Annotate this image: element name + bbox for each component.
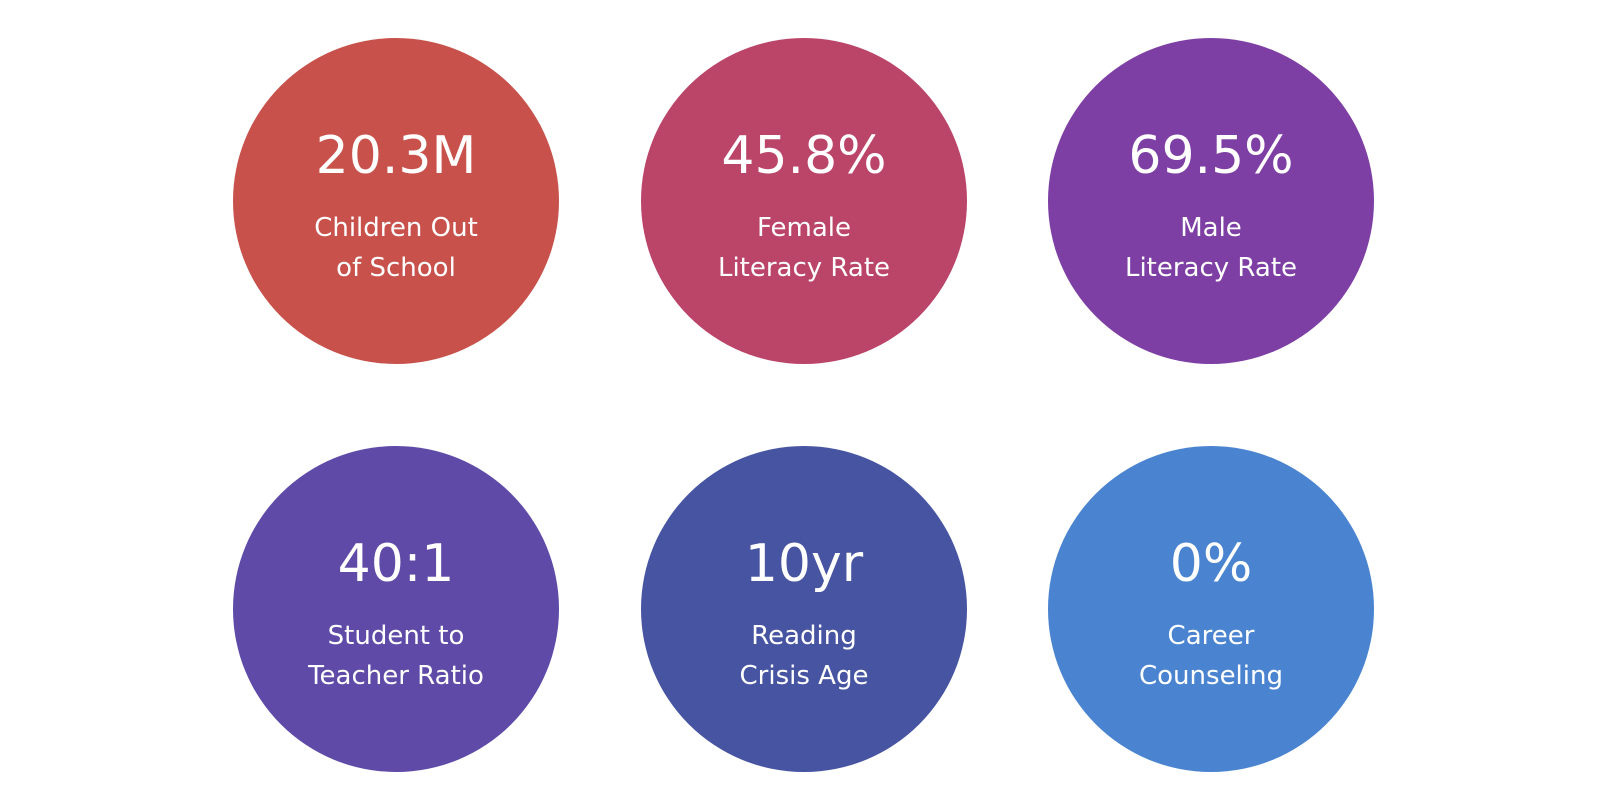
stat-label: Reading Crisis Age	[641, 616, 967, 696]
stat-circle: 45.8% Female Literacy Rate	[641, 38, 967, 364]
stat-value: 10yr	[744, 534, 864, 594]
stat-label: Student to Teacher Ratio	[233, 616, 559, 696]
stat-label-line: Male	[1180, 213, 1242, 243]
stat-label-line: Crisis Age	[739, 661, 869, 691]
stat-value: 0%	[1169, 534, 1253, 594]
stat-circle: 40:1 Student to Teacher Ratio	[233, 446, 559, 772]
stat-value: 69.5%	[1128, 126, 1294, 186]
stat-circle: 20.3M Children Out of School	[233, 38, 559, 364]
stat-label: Male Literacy Rate	[1048, 208, 1374, 288]
stat-label-line: Student to	[327, 621, 465, 651]
stat-circle: 69.5% Male Literacy Rate	[1048, 38, 1374, 364]
stat-label-line: of School	[336, 253, 456, 283]
stat-circle: 10yr Reading Crisis Age	[641, 446, 967, 772]
stat-value: 45.8%	[721, 126, 887, 186]
stat-circle: 0% Career Counseling	[1048, 446, 1374, 772]
stat-label-line: Female	[756, 213, 851, 243]
stat-label-line: Literacy Rate	[717, 253, 891, 283]
stat-value: 20.3M	[315, 126, 477, 186]
stat-label-line: Teacher Ratio	[308, 661, 484, 691]
stat-label-line: Reading	[751, 621, 857, 651]
stat-label-line: Children Out	[314, 213, 478, 243]
stat-label: Children Out of School	[233, 208, 559, 288]
stat-label: Female Literacy Rate	[641, 208, 967, 288]
stat-value: 40:1	[337, 534, 455, 594]
stat-label-line: Career	[1167, 621, 1255, 651]
stat-label: Career Counseling	[1048, 616, 1374, 696]
stat-label-line: Literacy Rate	[1124, 253, 1298, 283]
stat-label-line: Counseling	[1139, 661, 1283, 691]
